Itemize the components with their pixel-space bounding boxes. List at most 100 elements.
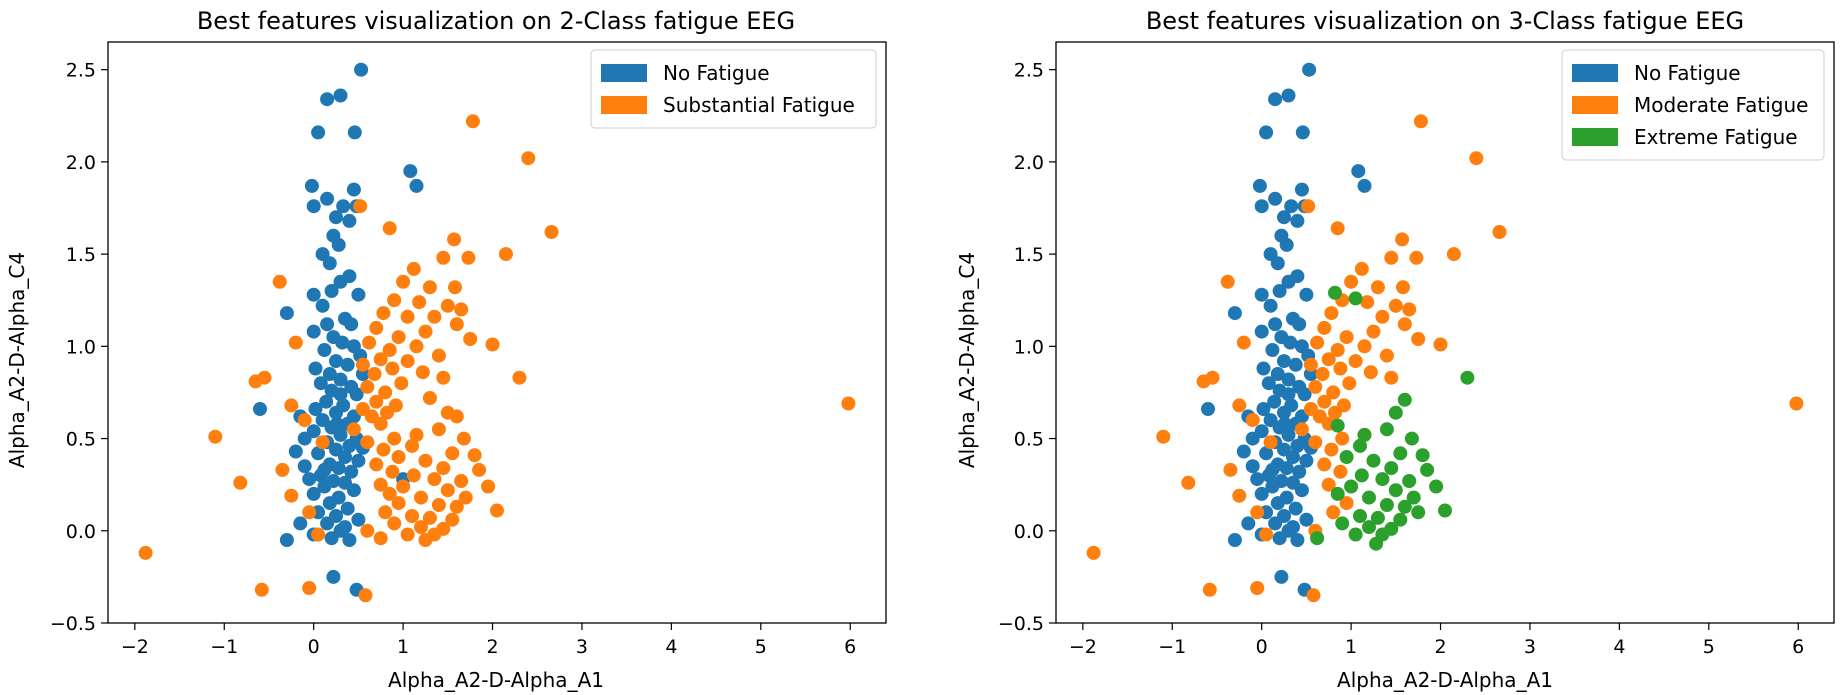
scatter-point [512, 370, 527, 385]
scatter-point [346, 422, 361, 437]
scatter-point [1438, 503, 1452, 518]
scatter-point [1326, 385, 1341, 400]
scatter-point [1254, 324, 1269, 339]
scatter-point [1492, 225, 1507, 239]
scatter-point [400, 354, 415, 369]
scatter-point [449, 409, 464, 424]
scatter-point [1339, 450, 1354, 464]
scatter-point [1333, 361, 1348, 376]
scatter-point [369, 394, 384, 409]
x-axis-label: Alpha_A2-D-Alpha_A1 [1337, 668, 1553, 692]
scatter-point [1328, 405, 1342, 420]
scatter-point [1220, 274, 1235, 289]
scatter-point [233, 475, 248, 490]
scatter-point [1330, 418, 1345, 433]
scatter-point [1411, 332, 1426, 346]
scatter-point [1236, 335, 1251, 350]
scatter-point [1351, 164, 1366, 179]
x-tick-label: 3 [1524, 636, 1536, 658]
scatter-point [391, 496, 406, 511]
scatter-point [400, 309, 415, 324]
scatter-points [138, 62, 856, 603]
chart-panel-3-class: Best features visualization on 3-Class f… [955, 7, 1835, 692]
scatter-point [481, 479, 496, 494]
scatter-point [354, 62, 369, 77]
scatter-point [1397, 317, 1412, 332]
scatter-point [1310, 531, 1325, 546]
scatter-point [346, 182, 361, 197]
scatter-point [1366, 453, 1381, 468]
scatter-point [521, 151, 536, 166]
legend-swatch [1572, 96, 1618, 114]
scatter-point [1265, 462, 1280, 477]
scatter-point [1281, 274, 1296, 289]
scatter-point [1295, 125, 1310, 140]
scatter-point [322, 367, 337, 381]
scatter-point [1232, 398, 1247, 413]
scatter-point [320, 317, 335, 332]
scatter-point [1379, 422, 1394, 437]
scatter-point [1223, 462, 1238, 477]
scatter-point [1369, 536, 1384, 551]
scatter-point [1254, 199, 1269, 214]
scatter-point [1265, 343, 1280, 357]
scatter-point [1339, 330, 1354, 345]
scatter-point [1411, 505, 1426, 520]
scatter-point [376, 442, 391, 457]
scatter-point [1272, 284, 1287, 298]
scatter-point [1342, 376, 1357, 391]
scatter-point [1281, 88, 1296, 103]
scatter-point [254, 582, 269, 597]
scatter-point [1254, 486, 1269, 501]
scatter-point [329, 210, 343, 225]
scatter-point [373, 477, 388, 492]
legend-label: No Fatigue [1634, 61, 1741, 85]
scatter-point [344, 464, 359, 479]
scatter-point [1409, 250, 1424, 265]
scatter-point [1362, 520, 1376, 535]
scatter-point [1420, 462, 1435, 477]
scatter-point [1252, 178, 1267, 193]
scatter-point [1281, 372, 1296, 387]
x-tick-label: 0 [1256, 636, 1268, 658]
scatter-point [427, 472, 442, 487]
scatter-point [1245, 431, 1260, 446]
scatter-point [385, 361, 400, 376]
scatter-point [1270, 256, 1285, 271]
scatter-point [1290, 533, 1305, 547]
y-tick-label: 1.5 [66, 244, 96, 266]
scatter-point [1236, 444, 1251, 459]
scatter-point [1397, 392, 1412, 407]
scatter-point [1250, 581, 1265, 595]
scatter-point [387, 431, 402, 446]
scatter-point [1395, 232, 1410, 247]
scatter-point [382, 486, 397, 501]
series-no-fatigue [1201, 62, 1372, 597]
scatter-point [485, 337, 500, 352]
legend-swatch [601, 96, 647, 114]
legend-swatch [1572, 64, 1618, 82]
scatter-point [1270, 367, 1285, 381]
scatter-point [1290, 438, 1305, 453]
scatter-point [1315, 367, 1330, 381]
scatter-point [1406, 490, 1421, 505]
scatter-point [1317, 320, 1332, 335]
scatter-point [1330, 486, 1345, 501]
scatter-point [315, 435, 330, 450]
legend-label: Extreme Fatigue [1634, 125, 1798, 149]
scatter-point [382, 343, 397, 357]
scatter-point [454, 474, 469, 488]
scatter-point [293, 516, 308, 531]
scatter-point [414, 520, 428, 535]
legend-swatch [601, 64, 647, 82]
scatter-point [461, 250, 476, 265]
scatter-point [396, 479, 411, 494]
scatter-point [1357, 427, 1372, 442]
scatter-point [1290, 213, 1305, 228]
y-tick-label: 1.0 [66, 336, 96, 358]
scatter-point [317, 343, 332, 357]
scatter-point [1348, 354, 1363, 369]
scatter-points [1086, 62, 1804, 603]
scatter-point [498, 247, 513, 262]
